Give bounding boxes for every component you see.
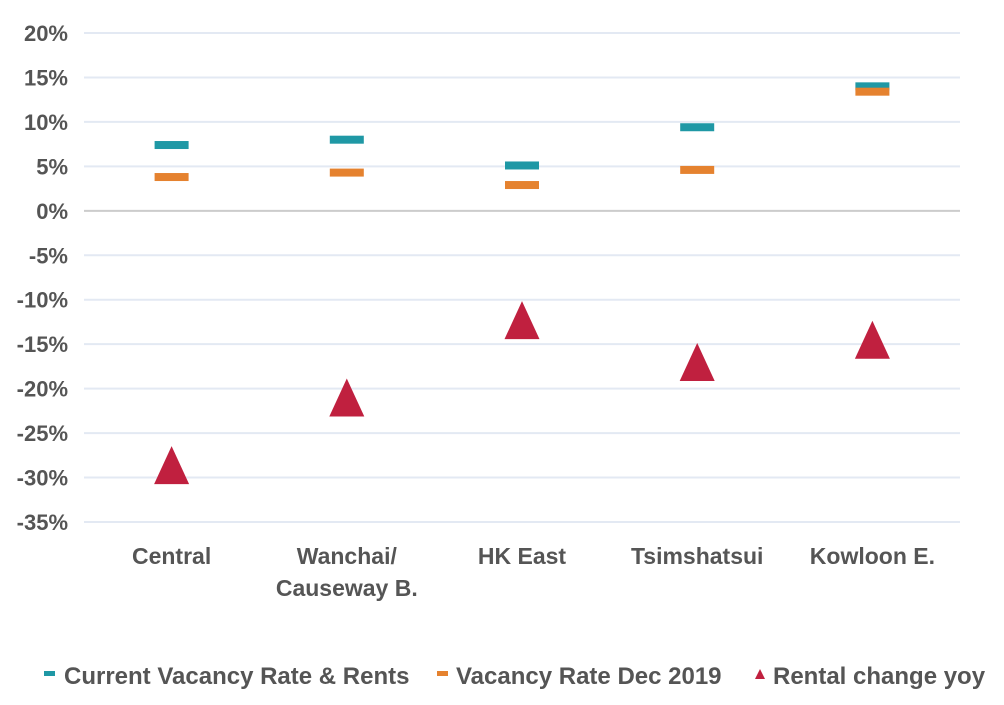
legend-triangle-icon xyxy=(755,669,765,679)
legend-dash-icon xyxy=(44,671,55,676)
rental-change-triangle xyxy=(504,301,540,340)
y-tick-label: -10% xyxy=(17,288,68,313)
vacancy-dash-marker xyxy=(680,123,715,132)
rental-change-triangle xyxy=(154,446,190,485)
legend-label: Rental change yoy xyxy=(773,663,986,690)
x-tick-label: Tsimshatsui xyxy=(631,543,764,569)
x-tick-label: HK East xyxy=(478,543,567,569)
legend: Current Vacancy Rate & Rents Vacancy Rate… xyxy=(44,663,986,690)
y-axis: 20% 15% 10% 5% 0% -5% -10% -15% -20% -25% -30% -35% xyxy=(17,21,68,535)
vacancy-dash-marker xyxy=(329,168,364,177)
vacancy-dash-marker xyxy=(154,173,189,182)
y-tick-label: 10% xyxy=(24,110,68,135)
vacancy-dash-marker xyxy=(505,161,539,170)
x-tick-label: Wanchai/ xyxy=(297,543,398,569)
y-tick-label: -20% xyxy=(17,377,68,402)
legend-dash-icon xyxy=(437,671,448,676)
y-tick-label: -25% xyxy=(17,421,68,446)
legend-label: Vacancy Rate Dec 2019 xyxy=(456,663,722,690)
y-tick-label: 15% xyxy=(24,65,68,90)
vacancy-dash-marker xyxy=(505,181,539,190)
vacancy-dash-marker xyxy=(329,135,364,144)
x-tick-label: Causeway B. xyxy=(276,575,418,601)
rental-change-triangle xyxy=(329,378,365,417)
y-tick-label: 20% xyxy=(24,21,68,46)
legend-label: Current Vacancy Rate & Rents xyxy=(64,663,409,690)
y-tick-label: 0% xyxy=(36,199,68,224)
data-marks xyxy=(154,82,890,485)
vacancy-dash-marker xyxy=(680,165,715,174)
vacancy-dash-marker xyxy=(154,141,189,150)
y-tick-label: -30% xyxy=(17,466,68,491)
rental-change-triangle xyxy=(679,342,715,381)
y-tick-label: -35% xyxy=(17,510,68,535)
y-tick-label: -15% xyxy=(17,332,68,357)
x-tick-label: Kowloon E. xyxy=(810,543,935,569)
y-tick-label: -5% xyxy=(29,243,68,268)
vacancy-dash-marker xyxy=(855,82,890,91)
gridlines xyxy=(84,32,960,523)
vacancy-dash-marker xyxy=(855,87,890,96)
x-tick-label: Central xyxy=(132,543,211,569)
y-tick-label: 5% xyxy=(36,154,68,179)
rental-change-triangle xyxy=(854,320,890,359)
x-axis: Central Wanchai/Causeway B. HK East Tsimsha… xyxy=(132,543,935,601)
